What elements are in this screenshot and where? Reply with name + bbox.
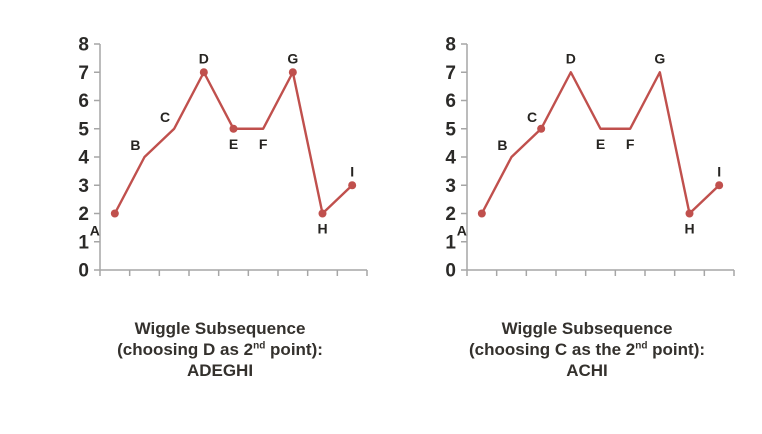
caption-line-2-text: (choosing C as the 2: [468, 340, 636, 359]
series-line: [480, 71, 721, 215]
point-label-D: D: [199, 50, 209, 66]
y-axis-tick-label: 2: [445, 204, 456, 225]
data-point-marker-H: [318, 209, 327, 218]
data-point-marker-I: [348, 181, 357, 190]
point-label-D: D: [566, 50, 576, 66]
point-label-A: A: [90, 223, 100, 239]
chart-caption-achi: Wiggle Subsequence (choosing C as the 2n…: [422, 318, 752, 381]
line-chart-achi: 0 1 2 3 4 5 6 7 8 A B C D E F G H I: [445, 35, 735, 281]
point-label-F: F: [626, 136, 635, 152]
y-axis-tick-label: 8: [78, 35, 89, 56]
caption-line-2-suffix: point):: [647, 340, 706, 359]
point-label-A: A: [457, 223, 467, 239]
caption-sequence: ADEGHI: [186, 361, 254, 380]
point-label-H: H: [317, 221, 327, 237]
point-label-F: F: [259, 136, 268, 152]
caption-line-2-text: (choosing D as 2: [117, 340, 254, 359]
y-axis-tick-label: 4: [445, 148, 456, 169]
y-axis-tick-label: 3: [78, 176, 89, 197]
point-label-E: E: [596, 136, 605, 152]
y-axis-tick-label: 5: [78, 119, 89, 140]
y-axis-tick-label: 4: [78, 148, 89, 169]
y-axis-tick-label: 6: [78, 91, 89, 112]
y-axis-tick-label: 0: [445, 261, 456, 281]
point-label-C: C: [527, 109, 537, 125]
point-label-G: G: [287, 50, 298, 66]
y-axis-tick-label: 0: [78, 261, 89, 281]
y-axis-tick-label: 1: [78, 232, 89, 253]
data-point-marker-G: [288, 68, 297, 77]
point-label-B: B: [130, 137, 140, 153]
caption-sequence: ACHI: [566, 361, 608, 380]
line-chart-adeghi: 0 1 2 3 4 5 6 7 8 A B C D E F G H I: [78, 35, 368, 281]
caption-line-1: Wiggle Subsequence: [501, 319, 673, 338]
data-point-marker-I: [715, 181, 724, 190]
point-label-H: H: [684, 221, 694, 237]
point-label-I: I: [350, 163, 354, 179]
data-point-marker-D: [199, 68, 208, 77]
y-axis-tick-label: 5: [445, 119, 456, 140]
caption-line-2: (choosing C as the 2nd point):: [422, 339, 752, 360]
y-axis-tick-label: 8: [445, 35, 456, 56]
point-label-C: C: [160, 109, 170, 125]
y-axis-tick-label: 1: [445, 232, 456, 253]
y-axis-tick-label: 2: [78, 204, 89, 225]
wiggle-chart-figure-adeghi: 0 1 2 3 4 5 6 7 8 A B C D E F G H I Wiggle Subsequence (c…: [55, 20, 385, 381]
data-point-marker-C: [537, 124, 546, 133]
caption-superscript: nd: [635, 340, 648, 352]
chart-caption-adeghi: Wiggle Subsequence (choosing D as 2nd po…: [55, 318, 385, 381]
caption-superscript: nd: [253, 340, 266, 352]
caption-line-1: Wiggle Subsequence: [134, 319, 306, 338]
data-point-marker-A: [110, 209, 119, 218]
y-axis-tick-label: 7: [78, 63, 89, 84]
data-point-marker-H: [685, 209, 694, 218]
data-point-marker-A: [477, 209, 486, 218]
data-point-marker-E: [229, 124, 238, 133]
wiggle-chart-figure-achi: 0 1 2 3 4 5 6 7 8 A B C D E F G H I Wiggle Subsequence (c…: [422, 20, 752, 381]
point-label-E: E: [229, 136, 238, 152]
point-label-I: I: [717, 163, 721, 179]
caption-line-2-suffix: point):: [265, 340, 323, 359]
y-axis-tick-label: 3: [445, 176, 456, 197]
y-axis-tick-label: 7: [445, 63, 456, 84]
y-axis-tick-label: 6: [445, 91, 456, 112]
point-label-G: G: [654, 50, 665, 66]
caption-line-2: (choosing D as 2nd point):: [55, 339, 385, 360]
point-label-B: B: [497, 137, 507, 153]
